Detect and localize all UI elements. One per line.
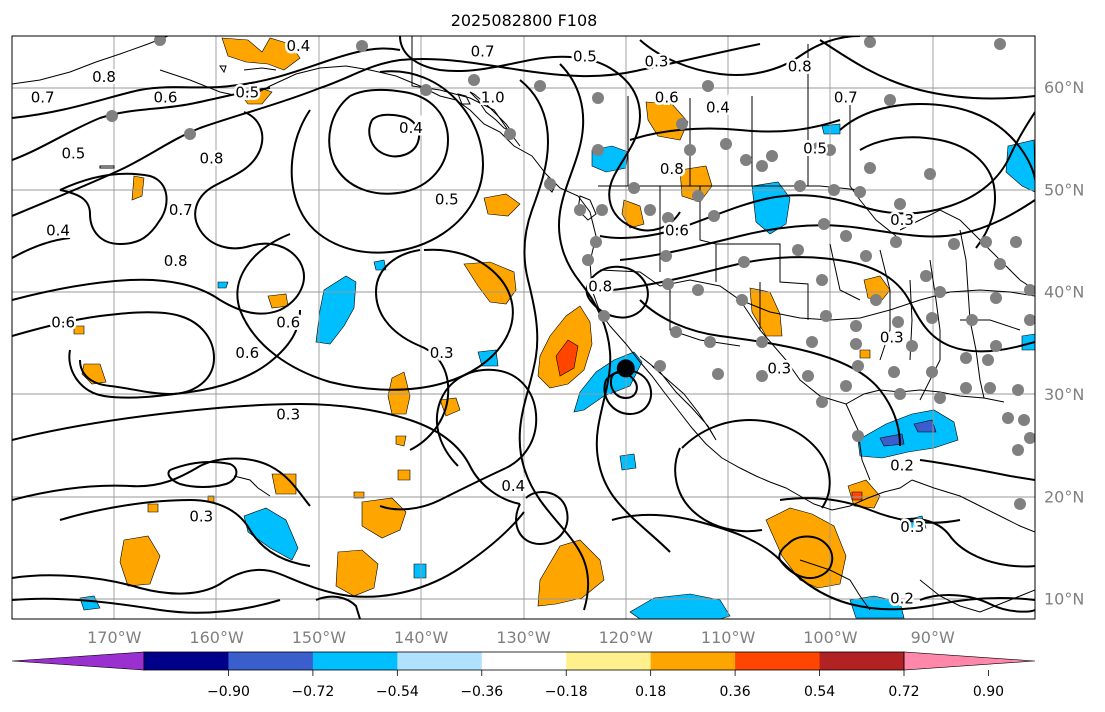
colorbar-tick-label: −0.54 [376, 684, 419, 700]
contour-label: 0.6 [154, 88, 178, 106]
lon-label: 90°W [911, 628, 955, 647]
colorbar-segment [312, 652, 398, 670]
colorbar-ticks: −0.90 −0.72 −0.54 −0.36 −0.18 0.18 0.36 0.54 0.7… [207, 670, 1004, 700]
colorbar-tick-label: 0.36 [720, 684, 751, 700]
contour-value-labels: 0.8 0.7 0.6 0.5 0.4 0.7 0.8 0.8 0.6 0.6 0.6 0.4 0.5 0… [28, 36, 926, 610]
latitude-labels: 60°N 50°N 40°N 30°N 20°N 10°N [1044, 78, 1084, 608]
contour-label: 0.7 [471, 42, 495, 60]
contour-label: 0.4 [706, 99, 730, 117]
contour-label: 0.8 [660, 160, 684, 178]
colorbar-segment [144, 652, 229, 670]
lon-label: 120°W [599, 628, 654, 647]
contour-label: 0.8 [200, 150, 224, 168]
colorbar-segment [735, 652, 821, 670]
colorbar-segment [228, 652, 314, 670]
contour-label: 0.8 [588, 278, 612, 296]
lat-lon-gridlines [12, 36, 1035, 619]
map-title: 2025082800 F108 [451, 11, 598, 30]
contour-label: 0.5 [235, 83, 259, 101]
colorbar-tick-label: 0.18 [635, 684, 666, 700]
contour-label: 0.7 [169, 201, 193, 219]
lon-label: 170°W [87, 628, 142, 647]
map-area: 0.8 0.7 0.6 0.5 0.4 0.7 0.8 0.8 0.6 0.6 0.6 0.4 0.5 0… [12, 36, 1035, 619]
contour-label: 0.3 [880, 329, 904, 347]
contour-label: 0.5 [61, 145, 85, 163]
contour-label: 0.5 [435, 191, 459, 209]
colorbar-tick-label: 0.72 [888, 684, 919, 700]
colorbar-tick-label: −0.90 [207, 684, 250, 700]
lon-label: 110°W [701, 628, 756, 647]
lon-label: 160°W [189, 628, 244, 647]
contour-label: 0.5 [803, 140, 827, 158]
colorbar-segment [397, 652, 483, 670]
contour-label: 0.4 [46, 221, 70, 239]
contour-label: 0.3 [276, 405, 300, 423]
lon-label: 130°W [496, 628, 551, 647]
map-frame [11, 35, 1036, 620]
lat-label: 50°N [1044, 180, 1084, 199]
contour-label: 0.3 [430, 344, 454, 362]
contour-label: 0.6 [51, 313, 75, 331]
colorbar-extend-min [11, 651, 145, 671]
colorbar-tick-label: −0.72 [291, 684, 334, 700]
contour-label: 0.6 [235, 344, 259, 362]
lon-label: 100°W [803, 628, 858, 647]
contour-label: 0.3 [890, 211, 914, 229]
longitude-labels: 170°W 160°W 150°W 140°W 130°W 120°W 110°W 100°W… [87, 628, 955, 647]
contour-label: 0.8 [92, 68, 116, 86]
contour-label: 0.7 [31, 88, 55, 106]
colorbar-tick-label: −0.36 [460, 684, 503, 700]
lat-label: 40°N [1044, 283, 1084, 302]
colorbar-tick-label: 0.90 [973, 684, 1004, 700]
colorbar-tick-label: −0.18 [545, 684, 588, 700]
lat-label: 20°N [1044, 487, 1084, 506]
storm-center-marker [616, 359, 635, 378]
shaded-anomaly-fields [73, 37, 1035, 619]
contour-label: 0.4 [399, 119, 423, 137]
contour-label: 0.3 [645, 53, 669, 71]
observation-stations [106, 36, 1035, 510]
lat-label: 60°N [1044, 78, 1084, 97]
colorbar-tick-label: 0.54 [804, 684, 835, 700]
colorbar-frame [143, 651, 905, 671]
contour-label: 0.8 [164, 252, 188, 270]
contour-label: 0.6 [655, 88, 679, 106]
colorbar-segments [144, 652, 905, 670]
contour-label: 0.3 [189, 508, 213, 526]
lat-label: 10°N [1044, 590, 1084, 609]
contour-label: 0.8 [788, 58, 812, 76]
lon-label: 140°W [394, 628, 449, 647]
colorbar-segment [566, 652, 652, 670]
colorbar-segment [819, 652, 905, 670]
colorbar-segment [650, 652, 736, 670]
contour-label: 0.3 [900, 518, 924, 536]
contour-label: 1.0 [481, 88, 505, 106]
map-background [12, 36, 1035, 619]
contour-label: 0.4 [501, 477, 525, 495]
colorbar-extend-max [903, 651, 1036, 671]
contour-label: 0.6 [276, 313, 300, 331]
contour-label: 0.4 [287, 37, 311, 55]
lat-label: 30°N [1044, 385, 1084, 404]
contour-label: 0.3 [767, 359, 791, 377]
lon-label: 150°W [292, 628, 347, 647]
contour-label: 0.5 [573, 47, 597, 65]
contour-lines [12, 36, 1035, 619]
contour-label: 0.7 [834, 88, 858, 106]
contour-label: 0.2 [890, 457, 914, 475]
colorbar: −0.90 −0.72 −0.54 −0.36 −0.18 0.18 0.36 0.54 0.7… [11, 651, 1036, 700]
contour-label: 0.2 [890, 590, 914, 608]
colorbar-segment [481, 652, 567, 670]
contour-label: 0.6 [665, 221, 689, 239]
coastlines-and-borders [12, 36, 1035, 613]
